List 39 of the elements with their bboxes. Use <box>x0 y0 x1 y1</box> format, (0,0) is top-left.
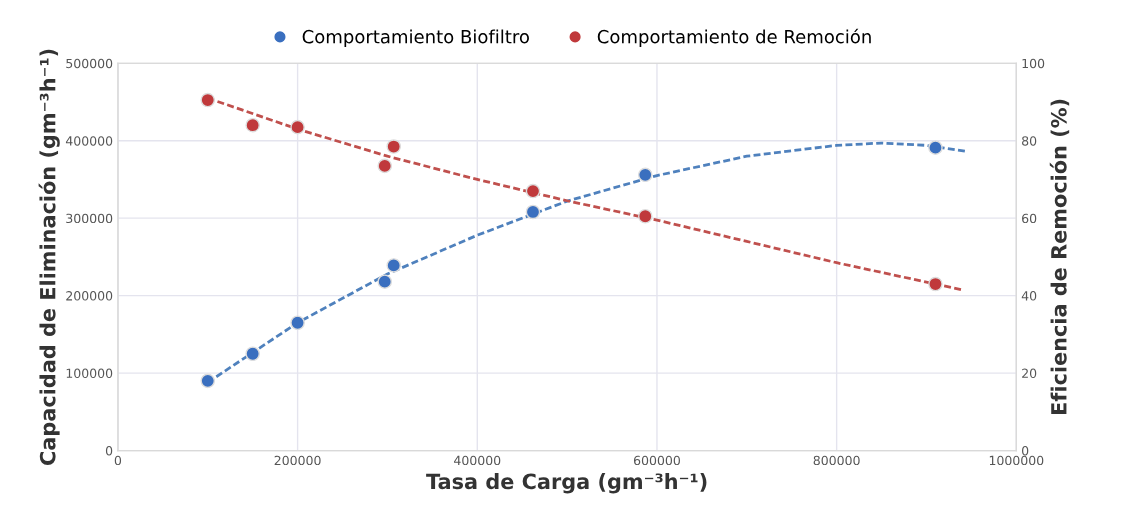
point <box>377 274 393 289</box>
y2-axis-title: Eficiencia de Remoción (%) <box>1049 99 1070 414</box>
y2-tick-label: 40 <box>1021 291 1037 301</box>
x-tick-label: 400000 <box>454 455 501 466</box>
y-tick-label: 300000 <box>66 213 113 224</box>
x-tick-label: 0 <box>114 455 122 466</box>
point <box>377 158 393 174</box>
y2-tick-label: 0 <box>1022 446 1029 456</box>
y-tick-label: 400000 <box>65 136 113 146</box>
point <box>200 92 216 108</box>
y2-tick-label: 100 <box>1022 58 1045 69</box>
point <box>525 183 541 199</box>
x-axis-title: Tasa de Carga (gm⁻³h⁻¹) <box>426 473 707 494</box>
x-tick-label: 200000 <box>274 455 321 466</box>
y-tick-label: 500000 <box>66 58 113 69</box>
point <box>290 315 305 331</box>
point <box>245 346 260 362</box>
point <box>200 373 216 389</box>
legend-label: Comportamiento Biofiltro <box>302 29 529 47</box>
x-tick-label: 600000 <box>633 455 680 466</box>
point <box>928 276 943 292</box>
x-tick-label: 1000000 <box>989 455 1044 466</box>
y2-tick-label: 60 <box>1022 213 1037 224</box>
x-tick-label: 800000 <box>813 455 860 466</box>
legend-label: Comportamiento de Remoción <box>597 28 871 47</box>
point <box>928 140 943 155</box>
point <box>637 167 653 183</box>
y-tick-label: 0 <box>105 446 113 456</box>
point <box>386 139 402 154</box>
y-axis-title: Capacidad de Eliminación (gm⁻³h⁻¹) <box>38 49 60 465</box>
point <box>386 258 402 273</box>
point <box>290 119 305 135</box>
point <box>245 117 260 133</box>
y-tick-label: 200000 <box>66 291 113 301</box>
point <box>525 204 541 220</box>
y2-tick-label: 20 <box>1022 368 1037 379</box>
y2-tick-label: 80 <box>1022 136 1037 146</box>
point <box>637 208 653 224</box>
y-tick-label: 100000 <box>66 368 113 379</box>
